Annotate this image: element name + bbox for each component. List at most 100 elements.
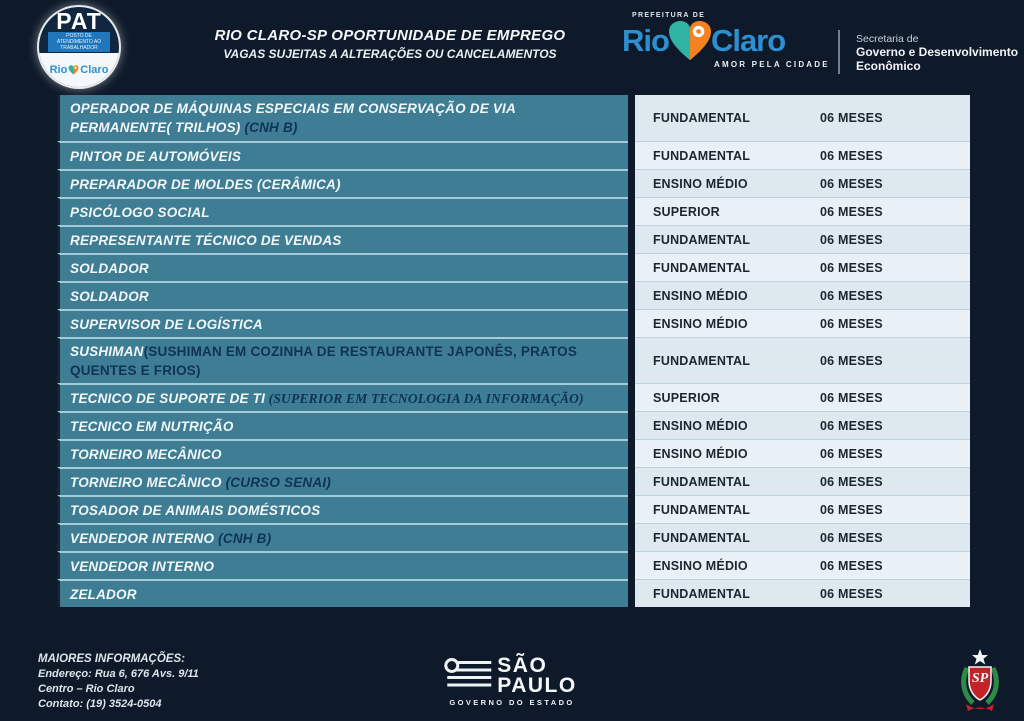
pat-rio-label: Rio [49,64,68,76]
contract-duration: 06 MESES [820,446,883,461]
job-title-cell: REPRESENTANTE TÉCNICO DE VENDAS [57,225,628,253]
education-level: ENSINO MÉDIO [653,176,748,191]
rio-claro-heart-pin-icon [68,65,79,75]
job-row: VENDEDOR INTERNO (CNH B) FUNDAMENTAL 06 ME… [57,523,970,551]
header-divider [838,30,840,74]
pat-logo-bottom: Rio Claro [39,53,119,87]
pat-claro-label: Claro [80,64,109,76]
job-row: SOLDADOR FUNDAMENTAL 06 MESES [57,253,970,281]
sao-paulo-coat-of-arms-icon: SP [961,649,999,711]
education-level: FUNDAMENTAL [653,148,751,163]
contract-duration: 06 MESES [820,530,883,545]
job-row: TOSADOR DE ANIMAIS DOMÉSTICOS FUNDAMENTAL… [57,495,970,523]
job-title-cell: TECNICO EM NUTRIÇÃO [57,411,628,439]
job-row: TORNEIRO MECÂNICO ENSINO MÉDIO 06 MESES [57,439,970,467]
job-title-cell: SOLDADOR [57,253,628,281]
education-level: SUPERIOR [653,204,720,219]
info-district: Centro – Rio Claro [38,683,135,695]
job-row: PINTOR DE AUTOMÓVEIS FUNDAMENTAL 06 MESES [57,141,970,169]
sao-paulo-logo-text: SÃO PAULO [497,655,577,697]
education-level: FUNDAMENTAL [653,586,751,601]
job-title: PINTOR DE AUTOMÓVEIS [70,148,242,164]
job-note: (SUSHIMAN EM COZINHA DE RESTAURANTE JAPO… [70,344,578,378]
sao-paulo-line2: PAULO [497,674,577,697]
job-title: SUSHIMAN [70,344,144,359]
education-level: FUNDAMENTAL [653,353,751,368]
footer-info: MAIORES INFORMAÇÕES: Endereço: Rua 6, 67… [38,652,199,712]
job-title: TECNICO EM NUTRIÇÃO [70,418,234,434]
job-requirements-cell: FUNDAMENTAL 06 MESES [635,579,970,607]
job-title-cell: PINTOR DE AUTOMÓVEIS [57,141,628,169]
job-title: PREPARADOR DE MOLDES (CERÂMICA) [70,176,341,192]
job-title-cell: VENDEDOR INTERNO (CNH B) [57,523,628,551]
job-title-cell: SOLDADOR [57,281,628,309]
contract-duration: 06 MESES [820,288,883,303]
job-requirements-cell: FUNDAMENTAL 06 MESES [635,523,970,551]
contract-duration: 06 MESES [820,558,883,573]
job-requirements-cell: ENSINO MÉDIO 06 MESES [635,281,970,309]
job-title: TECNICO DE SUPORTE DE TI [70,390,266,406]
job-title-cell: OPERADOR DE MÁQUINAS ESPECIAIS EM CONSER… [57,95,628,141]
job-title-cell: TORNEIRO MECÂNICO (CURSO SENAI) [57,467,628,495]
job-row: PSICÓLOGO SOCIAL SUPERIOR 06 MESES [57,197,970,225]
job-title: VENDEDOR INTERNO [70,558,215,574]
education-level: ENSINO MÉDIO [653,418,748,433]
education-level: FUNDAMENTAL [653,260,751,275]
job-note: (CNH B) [240,120,298,135]
sao-paulo-caption: GOVERNO DO ESTADO [449,698,575,707]
education-level: FUNDAMENTAL [653,530,751,545]
education-level: ENSINO MÉDIO [653,316,748,331]
column-gutter [628,309,635,337]
sao-paulo-government-logo: SÃO PAULO GOVERNO DO ESTADO [444,655,577,707]
info-address: Endereço: Rua 6, 676 Avs. 9/11 [38,668,199,680]
contract-duration: 06 MESES [820,232,883,247]
job-title: SOLDADOR [70,260,149,276]
secretariat-line1: Secretaria de [856,33,919,45]
column-gutter [628,523,635,551]
secretariat-line2: Governo e Desenvolvimento [856,45,1019,59]
prefecture-rio-label: Rio [622,23,670,58]
job-requirements-cell: FUNDAMENTAL 06 MESES [635,141,970,169]
job-requirements-cell: ENSINO MÉDIO 06 MESES [635,309,970,337]
job-row: TECNICO DE SUPORTE DE TI (SUPERIOR EM TE… [57,383,970,411]
contract-duration: 06 MESES [820,502,883,517]
job-title: OPERADOR DE MÁQUINAS ESPECIAIS EM CONSER… [70,101,516,135]
job-requirements-cell: ENSINO MÉDIO 06 MESES [635,439,970,467]
sao-paulo-flag-icon [444,658,492,691]
job-requirements-cell: SUPERIOR 06 MESES [635,197,970,225]
job-title-cell: ZELADOR [57,579,628,607]
job-title-cell: PSICÓLOGO SOCIAL [57,197,628,225]
jobs-table: OPERADOR DE MÁQUINAS ESPECIAIS EM CONSER… [57,95,970,607]
education-level: ENSINO MÉDIO [653,558,748,573]
prefecture-claro-label: Claro [710,23,786,58]
job-row: VENDEDOR INTERNO ENSINO MÉDIO 06 MESES [57,551,970,579]
job-requirements-cell: FUNDAMENTAL 06 MESES [635,253,970,281]
job-requirements-cell: FUNDAMENTAL 06 MESES [635,337,970,383]
job-title: ZELADOR [70,586,137,602]
secretariat-block: Secretaria de Governo e Desenvolvimento … [856,33,1018,73]
column-gutter [628,467,635,495]
job-title-cell: SUSHIMAN(SUSHIMAN EM COZINHA DE RESTAURA… [57,337,628,383]
column-gutter [628,197,635,225]
job-row: SOLDADOR ENSINO MÉDIO 06 MESES [57,281,970,309]
column-gutter [628,551,635,579]
contract-duration: 06 MESES [820,586,883,601]
job-title-cell: TECNICO DE SUPORTE DE TI (SUPERIOR EM TE… [57,383,628,411]
contract-duration: 06 MESES [820,418,883,433]
prefecture-wordmark: Rio Claro [622,20,834,62]
column-gutter [628,495,635,523]
page-title-line2: VAGAS SUJEITAS A ALTERAÇÕES OU CANCELAME… [223,47,557,61]
contract-duration: 06 MESES [820,316,883,331]
prefecture-kicker: PREFEITURA DE [632,12,706,19]
column-gutter [628,281,635,309]
job-title: TOSADOR DE ANIMAIS DOMÉSTICOS [70,502,321,518]
education-level: FUNDAMENTAL [653,111,751,125]
job-row: PREPARADOR DE MOLDES (CERÂMICA) ENSINO MÉ… [57,169,970,197]
pat-logo: PAT POSTO DE ATENDIMENTO AO TRABALHADOR … [37,5,121,89]
column-gutter [628,411,635,439]
sao-paulo-flag-dot [444,658,460,673]
contract-duration: 06 MESES [820,111,883,125]
education-level: ENSINO MÉDIO [653,446,748,461]
job-requirements-cell: ENSINO MÉDIO 06 MESES [635,551,970,579]
job-title: SUPERVISOR DE LOGÍSTICA [70,316,263,332]
